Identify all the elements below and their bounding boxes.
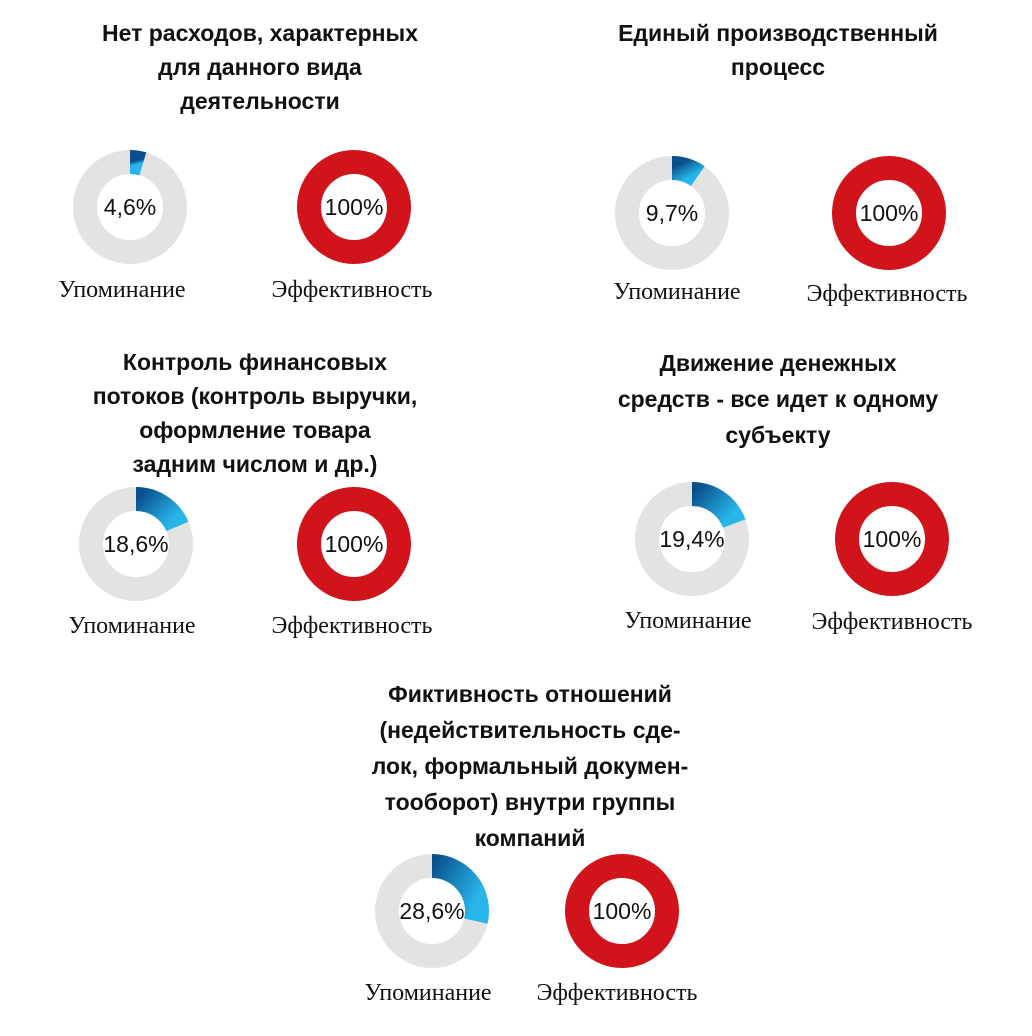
chart-title-line: средств - все идет к одному <box>617 386 939 412</box>
mention-donut-2: 9,7% <box>615 156 729 270</box>
effectiveness-donut-3: 100% <box>297 487 411 601</box>
chart-title-line: компаний <box>474 825 586 851</box>
mention-caption: Упоминание <box>624 608 752 634</box>
mention-donut-1: 4,6% <box>73 150 187 264</box>
donut-value-label: 100% <box>593 898 652 924</box>
chart-title-line: деятельности <box>180 88 340 114</box>
donut-arc <box>835 482 949 596</box>
chart-title-line: субъекту <box>725 422 831 448</box>
donut-value-label: 18,6% <box>103 531 168 557</box>
chart-title-line: потоков (контроль выручки, <box>92 383 418 409</box>
mention-caption: Упоминание <box>364 980 492 1006</box>
effectiveness-caption: Эффективность <box>271 277 433 303</box>
mention-donut-4: 19,4% <box>635 482 749 596</box>
chart-title-line: тооборот) внутри группы <box>384 789 676 815</box>
chart-title-line: Единый производственный <box>618 20 938 46</box>
effectiveness-donut-4: 100% <box>835 482 949 596</box>
chart-title-line: задним числом и др.) <box>132 451 378 477</box>
mention-caption: Упоминание <box>68 613 196 639</box>
chart-title-line: Движение денежных <box>659 350 897 376</box>
donut-value-label: 19,4% <box>659 526 724 552</box>
chart-title-line: Нет расходов, характерных <box>102 20 418 46</box>
mention-donut-3: 18,6% <box>79 487 193 601</box>
effectiveness-caption: Эффективность <box>811 609 973 635</box>
chart-title-1: Нет расходов, характерных для данного вид… <box>102 16 418 118</box>
effectiveness-caption: Эффективность <box>806 281 968 307</box>
mention-donut-5: 28,6% <box>375 854 489 968</box>
donut-arc <box>297 487 411 601</box>
chart-title-2: Единый производственный процесс <box>618 16 938 84</box>
chart-title-line: Контроль финансовых <box>122 349 388 375</box>
chart-title-line: оформление товара <box>139 417 371 443</box>
donut-value-label: 100% <box>863 526 922 552</box>
effectiveness-donut-5: 100% <box>565 854 679 968</box>
chart-title-line: (недействительность сде- <box>379 717 681 743</box>
mention-caption: Упоминание <box>613 279 741 305</box>
donut-arc <box>297 150 411 264</box>
donut-arc <box>129 150 147 176</box>
chart-title-line: Фиктивность отношений <box>388 681 672 707</box>
donut-arc <box>832 156 946 270</box>
mention-caption: Упоминание <box>58 277 186 303</box>
donut-value-label: 9,7% <box>646 200 698 226</box>
chart-title-4: Движение денежных средств - все идет к од… <box>618 345 938 453</box>
effectiveness-donut-1: 100% <box>297 150 411 264</box>
donut-arc <box>671 156 705 187</box>
effectiveness-donut-2: 100% <box>832 156 946 270</box>
chart-title-5: Фиктивность отношений (недействительность… <box>372 676 689 856</box>
donut-arc <box>565 854 679 968</box>
donut-value-label: 4,6% <box>104 194 156 220</box>
chart-title-line: для данного вида <box>158 54 362 80</box>
donut-value-label: 100% <box>860 200 919 226</box>
chart-title-3: Контроль финансовых потоков (контроль выр… <box>93 345 418 481</box>
donut-arc <box>431 854 489 924</box>
chart-title-line: лок, формальный докумен- <box>371 753 689 779</box>
donut-value-label: 100% <box>325 194 384 220</box>
chart-title-line: процесс <box>730 54 826 80</box>
effectiveness-caption: Эффективность <box>536 980 698 1006</box>
donut-value-label: 28,6% <box>399 898 464 924</box>
effectiveness-caption: Эффективность <box>271 613 433 639</box>
donut-value-label: 100% <box>325 531 384 557</box>
donut-arc <box>691 482 746 529</box>
donut-arc <box>135 487 189 532</box>
